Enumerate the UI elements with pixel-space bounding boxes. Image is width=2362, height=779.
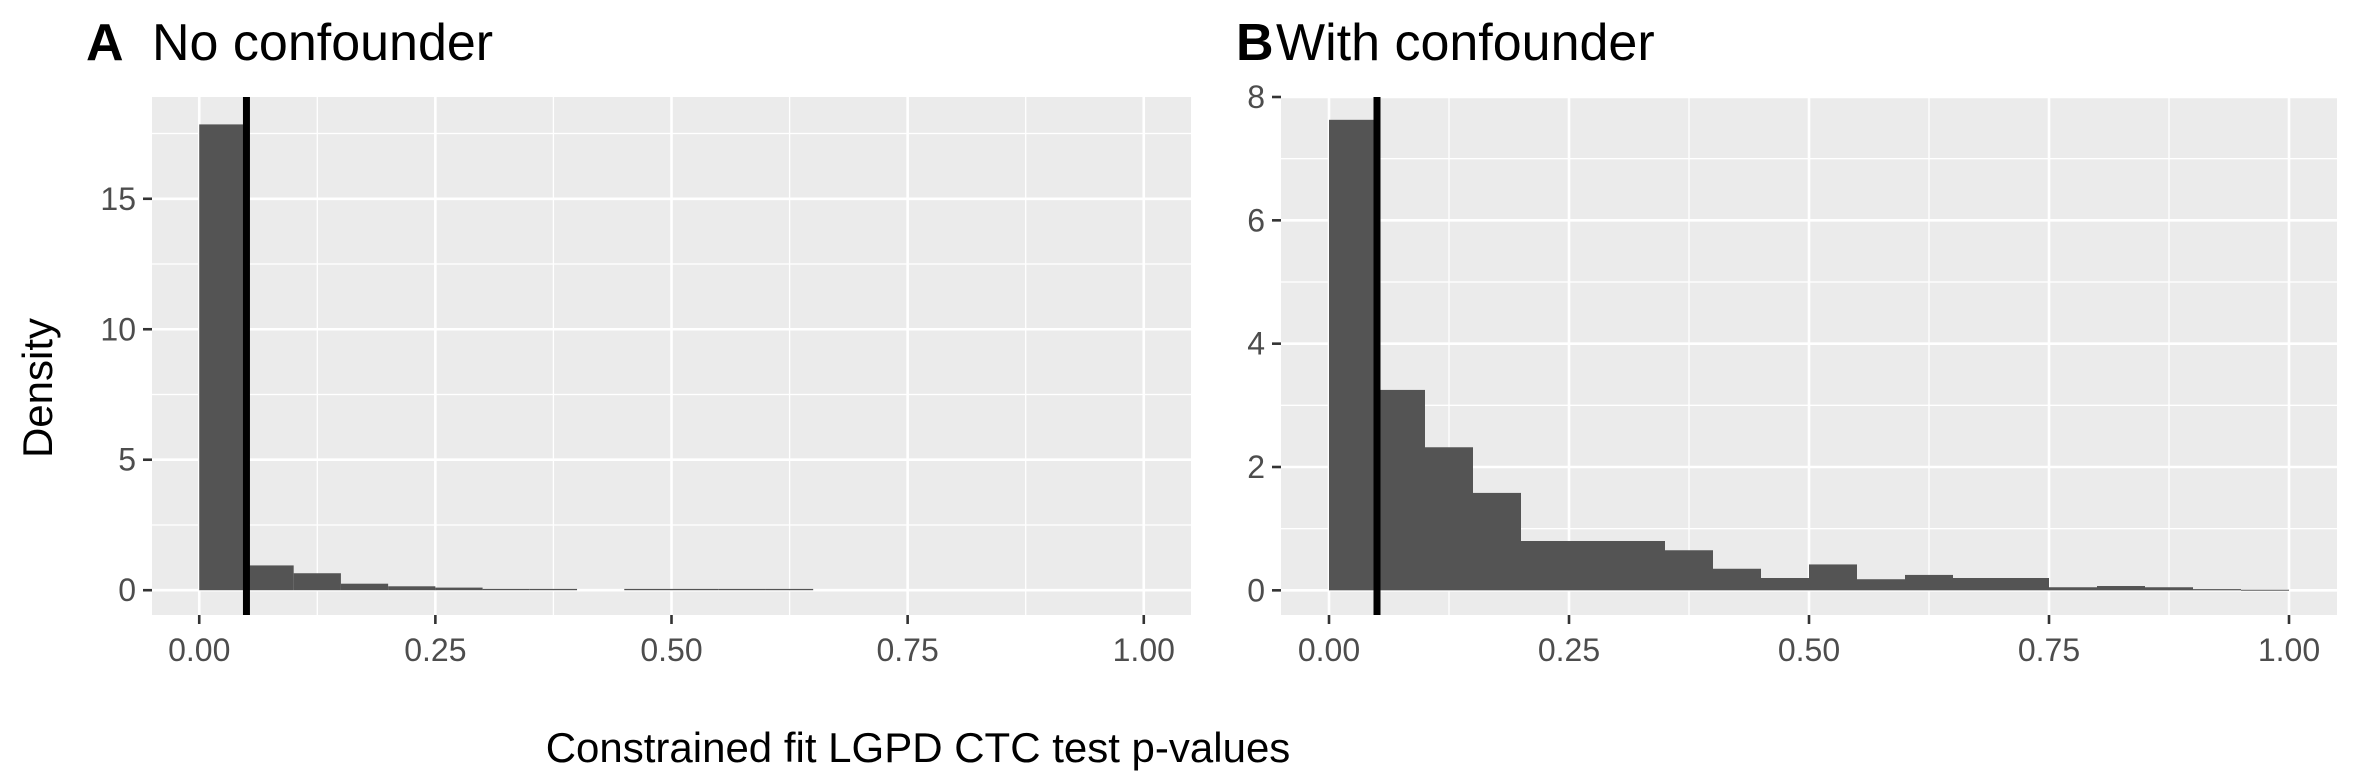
panel-b-y-tick-label: 2: [1247, 449, 1265, 485]
panel-b-bar: [2193, 589, 2241, 591]
panel-b-bar: [1569, 541, 1617, 591]
panel-b-bar: [1953, 578, 2001, 591]
panel-a-bar: [435, 587, 483, 591]
panel-b-y-tick-label: 0: [1247, 572, 1265, 608]
panel-a-x-tick-label: 1.00: [1113, 632, 1175, 668]
panel-b-y-tick-label: 4: [1247, 326, 1265, 362]
panel-b-bar: [1377, 389, 1425, 591]
panel-a-bar: [388, 586, 436, 591]
panel-b-bar: [1713, 568, 1761, 591]
panel-a-bar: [340, 583, 389, 591]
panel-b-x-tick-label: 1.00: [2258, 632, 2320, 668]
panel-b-bar: [2001, 578, 2049, 591]
panel-a-y-tick-label: 5: [118, 442, 136, 478]
panel-b-y-tick-label: 8: [1247, 79, 1265, 115]
x-axis-title: Constrained fit LGPD CTC test p-values: [546, 724, 1291, 771]
panel-a: A No confounder 0.00 0.25 0.50 0.75 1.00 0 5 10…: [86, 14, 1191, 668]
panel-b-x-tick-label: 0.50: [1778, 632, 1840, 668]
panel-b-bar: [1329, 119, 1377, 591]
panel-b-bar: [1761, 578, 1809, 591]
panel-a-tag: A: [86, 14, 124, 72]
panel-b-bar: [1857, 579, 1905, 591]
panel-b-bar: [1521, 541, 1569, 591]
y-axis-title: Density: [14, 318, 61, 458]
panel-a-x-tick-label: 0.00: [168, 632, 230, 668]
panel-b-x-tick-label: 0.75: [2018, 632, 2080, 668]
panel-b-bar: [1905, 574, 1953, 591]
panel-a-bar: [765, 588, 814, 591]
panel-a-y-tick-label: 10: [100, 311, 136, 347]
panel-a-bar: [624, 588, 672, 591]
panel-b: B With confounder 0.00 0.25 0.50 0.75 1.00 0 2…: [1236, 14, 2337, 668]
panel-b-bar: [2049, 587, 2097, 591]
panel-b-bar: [1617, 541, 1665, 591]
panel-a-bar: [529, 588, 578, 591]
panel-a-bar: [671, 588, 719, 591]
panel-b-x-tick-label: 0.00: [1298, 632, 1360, 668]
panel-a-y-tick-label: 15: [100, 181, 136, 217]
panel-a-y-tick-label: 0: [118, 572, 136, 608]
panel-b-bar: [1665, 550, 1713, 591]
panel-b-tag: B: [1236, 14, 1274, 72]
panel-a-x-tick-label: 0.25: [404, 632, 466, 668]
panel-a-bar: [246, 565, 294, 591]
panel-a-bar: [293, 573, 341, 591]
panel-a-bar: [199, 124, 247, 591]
panel-a-x-tick-label: 0.75: [876, 632, 938, 668]
panel-b-plot: 0.00 0.25 0.50 0.75 1.00 0 2 4 6 8: [1247, 79, 2337, 668]
panel-b-bar: [1425, 447, 1473, 591]
panel-b-x-tick-label: 0.25: [1538, 632, 1600, 668]
panel-a-x-tick-label: 0.50: [640, 632, 702, 668]
panel-a-title: No confounder: [152, 14, 493, 72]
panel-b-bar: [1473, 492, 1521, 591]
panel-b-bar: [2145, 587, 2193, 591]
panel-a-plot: 0.00 0.25 0.50 0.75 1.00 0 5 10 15: [100, 97, 1191, 668]
panel-a-bar: [718, 588, 766, 591]
panel-b-y-tick-label: 6: [1247, 202, 1265, 238]
panel-b-bar: [1809, 564, 1857, 591]
panel-b-title: With confounder: [1276, 14, 1655, 72]
panel-a-bar: [482, 588, 530, 591]
panel-b-bar: [2097, 586, 2145, 591]
panel-b-bar: [2241, 589, 2289, 591]
